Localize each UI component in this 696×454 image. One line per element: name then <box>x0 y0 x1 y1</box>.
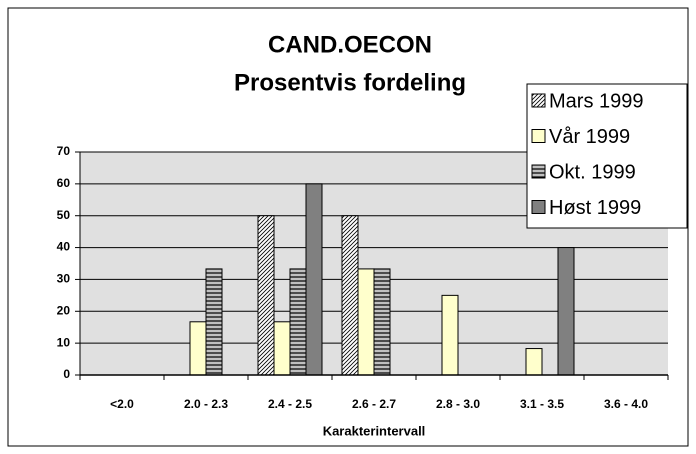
bar <box>557 247 575 376</box>
y-tick-label: 0 <box>63 367 70 381</box>
y-tick-label: 50 <box>57 208 71 222</box>
y-tick-label: 30 <box>57 272 71 286</box>
bar <box>525 348 543 376</box>
legend-box <box>526 83 688 229</box>
bar <box>205 268 223 376</box>
legend-swatch <box>531 129 546 143</box>
bar <box>257 215 275 376</box>
legend-label: Høst 1999 <box>549 197 641 219</box>
bar <box>305 183 323 376</box>
x-tick-label: 2.4 - 2.5 <box>268 397 312 411</box>
bar <box>341 215 359 376</box>
legend-label: Okt. 1999 <box>549 161 636 183</box>
bar <box>273 321 291 376</box>
x-tick-label: 2.8 - 3.0 <box>436 397 480 411</box>
legend-swatch <box>531 164 546 179</box>
legend: Mars 1999 Vår 1999 Okt. 1999 Høst 1999 <box>526 83 688 229</box>
bar <box>357 268 375 376</box>
x-tick-label: 2.6 - 2.7 <box>352 397 396 411</box>
legend-label: Mars 1999 <box>549 90 644 112</box>
y-tick-label: 70 <box>57 144 71 158</box>
bar <box>373 268 391 376</box>
x-tick-label: 3.6 - 4.0 <box>604 397 648 411</box>
y-tick-label: 10 <box>57 335 71 349</box>
y-tick-label: 20 <box>57 303 71 317</box>
x-axis-label: Karakterintervall <box>323 423 426 438</box>
bar <box>441 294 459 376</box>
x-tick-label: 3.1 - 3.5 <box>520 397 564 411</box>
bar <box>289 268 307 376</box>
legend-swatch <box>531 93 546 108</box>
legend-swatch <box>531 200 546 214</box>
x-tick-label: <2.0 <box>110 397 134 411</box>
y-tick-label: 40 <box>57 240 71 254</box>
chart-title: Prosentvis fordeling <box>234 69 466 96</box>
y-tick-label: 60 <box>57 176 71 190</box>
chart-title: CAND.OECON <box>268 31 432 58</box>
x-tick-label: 2.0 - 2.3 <box>184 397 228 411</box>
bar <box>189 321 207 376</box>
legend-label: Vår 1999 <box>549 126 630 148</box>
